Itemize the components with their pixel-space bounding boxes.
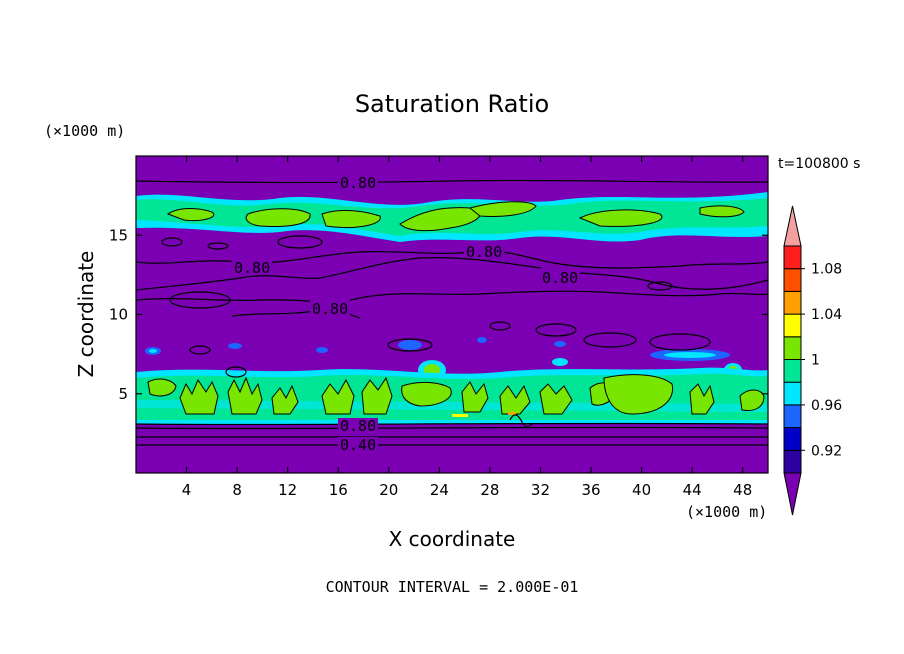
contour-label: 0.80 <box>312 300 348 318</box>
colorbar-segment <box>783 313 802 338</box>
x-tick-label: 4 <box>182 481 192 499</box>
colorbar-segment <box>783 427 802 451</box>
x-tick-label: 40 <box>632 481 651 499</box>
colorbar-segment <box>783 404 802 429</box>
y-tick-label: 10 <box>109 306 128 324</box>
yellow-highlight <box>452 414 468 417</box>
colorbar-segment <box>783 290 802 315</box>
colorbar-segment <box>783 359 802 383</box>
y-axis-label: Z coordinate <box>74 251 98 378</box>
contour-lines <box>136 179 768 446</box>
y-axis: 5 10 15 <box>109 226 768 403</box>
orange-highlight <box>508 412 516 415</box>
y-tick-label: 5 <box>118 385 128 403</box>
colorbar-label: 1.04 <box>811 307 842 323</box>
colorbar-segment <box>783 336 802 360</box>
x-tick-label: 28 <box>480 481 499 499</box>
x-axis: 4 8 12 16 20 24 28 32 36 40 44 48 <box>182 156 752 499</box>
contour-labels: 0.80 0.80 0.80 0.80 0.80 0.80 0.40 <box>232 173 580 454</box>
colorbar-segment <box>783 449 802 474</box>
x-tick-label: 48 <box>733 481 752 499</box>
colorbar-arrow-low <box>783 472 802 516</box>
x-axis-label: X coordinate <box>389 527 516 551</box>
contour-label: 0.80 <box>466 243 502 261</box>
x-tick-label: 24 <box>430 481 449 499</box>
footer-contour-interval: CONTOUR INTERVAL = 2.000E-01 <box>326 578 579 596</box>
colorbar: 1.08 1.04 1 0.96 0.92 <box>783 205 842 516</box>
colorbar-label: 1 <box>811 353 820 369</box>
plot-area: 0.80 0.80 0.80 0.80 0.80 0.80 0.40 <box>136 156 768 473</box>
x-tick-label: 16 <box>329 481 348 499</box>
contour-label: 0.80 <box>234 259 270 277</box>
contour-label: 0.80 <box>340 417 376 435</box>
contour-label: 0.80 <box>340 174 376 192</box>
x-tick-label: 44 <box>683 481 702 499</box>
upper-saturated-patches <box>166 201 745 232</box>
colorbar-label: 0.92 <box>811 443 842 459</box>
time-label: t=100800 s <box>778 156 860 172</box>
contour-label: 0.40 <box>340 436 376 454</box>
y-unit-label: (×1000 m) <box>44 122 125 140</box>
x-tick-label: 36 <box>581 481 600 499</box>
chart-title: Saturation Ratio <box>355 90 549 118</box>
colorbar-label: 1.08 <box>811 262 842 278</box>
y-tick-label: 15 <box>109 226 128 244</box>
lower-saturated-patches <box>147 374 765 415</box>
x-tick-label: 20 <box>379 481 398 499</box>
contour-label: 0.80 <box>542 269 578 287</box>
x-unit-label: (×1000 m) <box>686 503 767 521</box>
x-tick-label: 32 <box>531 481 550 499</box>
colorbar-segment <box>783 245 802 270</box>
colorbar-label: 0.96 <box>811 398 842 414</box>
x-tick-label: 12 <box>278 481 297 499</box>
colorbar-arrow-high <box>783 205 802 247</box>
colorbar-segment <box>783 381 802 406</box>
x-tick-label: 8 <box>232 481 242 499</box>
colorbar-segment <box>783 268 802 292</box>
